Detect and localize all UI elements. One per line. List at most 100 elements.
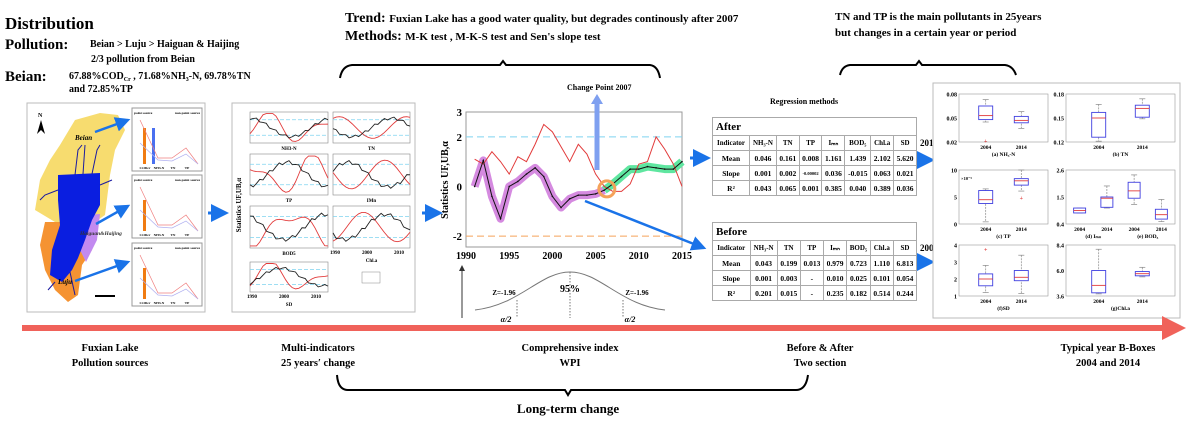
y-tick-label: 0.18: [1054, 93, 1065, 99]
z-right: Z=-1.96: [625, 289, 649, 297]
iqr-box: [978, 273, 994, 287]
box: [1091, 248, 1107, 295]
column-header: BOD₅: [844, 135, 872, 151]
table-cell: 0.182: [846, 285, 871, 301]
boxplot-caption: (e) BOD₅: [1137, 233, 1158, 240]
source-line: [139, 254, 199, 300]
uf-point: [603, 189, 606, 191]
boxplot-chart: 1 2 3 4 +2004 2014 (f)SD: [954, 244, 1049, 312]
uf-point: [517, 180, 519, 183]
column-header: TP: [798, 135, 823, 151]
table-row: Mean 0.043 0.199 0.013 0.979 0.723 1.110 6.813: [712, 255, 918, 271]
column-header: NH₃-N: [749, 135, 777, 151]
ub-line: [250, 216, 329, 247]
bar-x-label: CODcr: [140, 301, 151, 305]
step-line1: Fuxian Lake: [82, 343, 139, 354]
table-cell: Slope: [711, 165, 751, 181]
bar-x-label: CODcr: [140, 166, 151, 170]
y-tick-label: 0.4: [1057, 223, 1065, 229]
y-tick-label: 3.6: [1057, 295, 1065, 301]
table-cell: Slope: [712, 270, 751, 286]
haiguan-map-label: Haiguan&Haijing: [79, 231, 122, 237]
boxplot-caption: (d) Iₘₙ: [1085, 233, 1102, 240]
pollutant-line1: TN and TP is the main pollutants in 25ye…: [835, 11, 1042, 23]
timeline-step: Multi-indicators 25 years′ change: [281, 343, 355, 369]
box-year-label: 2004: [980, 145, 991, 151]
y-tick-label: 4: [954, 244, 957, 250]
table-cell: 0.013: [799, 255, 824, 271]
iqr-box: [1013, 178, 1029, 186]
box-year-label: 2014: [1016, 299, 1027, 305]
bar: [143, 200, 146, 231]
box-year-label: 2014: [1156, 227, 1167, 233]
table-cell: 0.002: [775, 165, 800, 181]
outlier: +: [1020, 196, 1024, 202]
uf-point: [508, 185, 511, 188]
box-year-label: 2014: [1016, 145, 1027, 151]
bar-x-label: TP: [185, 233, 190, 237]
luju-map-label: Luju: [57, 278, 72, 286]
source-bar-chart: point source non-point source CODcr NH3-N TN…: [131, 174, 203, 239]
box-year-label: 2004: [1129, 227, 1140, 233]
table-cell: 0.065: [775, 180, 800, 196]
uf-line: [332, 160, 411, 189]
bar-x-label: TP: [185, 166, 190, 170]
nonpoint-source-label: non-point source: [175, 246, 201, 250]
change-point-label: Change Point 2007: [567, 83, 631, 92]
north-label: N: [38, 113, 43, 119]
table-cell: 6.813: [892, 255, 918, 271]
indicator-chart: BOD5: [249, 205, 329, 257]
table-cell: -: [799, 285, 824, 301]
uf-point: [586, 194, 588, 196]
table-row: R² 0.043 0.065 0.001 0.385 0.040 0.389 0.036: [711, 180, 917, 196]
iqr-box: [978, 105, 994, 121]
table-cell: 0.514: [869, 285, 894, 301]
iqr-box: [1154, 208, 1168, 220]
iqr-box: [1134, 104, 1150, 118]
table-cell: 0.001: [749, 165, 777, 181]
table-cell: 0.235: [822, 285, 848, 301]
boxplot-chart: 3.6 6.0 8.4 2004 2014 (g)Chl.a: [1057, 244, 1176, 312]
table-cell: -: [799, 270, 824, 286]
indicator-chart: IMn: [332, 153, 411, 204]
indicator-chart: NH3-N: [249, 111, 329, 152]
boxplot-caption: (a) NH₃-N: [992, 151, 1016, 158]
table-cell: 0.015: [776, 285, 801, 301]
table-cell: 0.040: [844, 180, 872, 196]
bottom-brace: [336, 374, 809, 397]
indicator-name: TP: [286, 199, 292, 204]
uf-point: [620, 175, 623, 178]
table-cell: 0.385: [821, 180, 846, 196]
indicator-name: BOD5: [282, 252, 296, 257]
distribution-heading: Distribution: [5, 14, 94, 33]
column-header: Indicator: [712, 240, 751, 256]
y-multiplier: ×10⁻³: [961, 176, 972, 181]
column-header: TP: [799, 240, 824, 256]
iqr-box: [978, 190, 994, 204]
ub-line: [249, 263, 329, 290]
trend-label: Trend:: [345, 11, 386, 26]
uf-point: [655, 167, 657, 169]
uf-point: [638, 168, 640, 170]
z-left: Z=-1.96: [492, 289, 516, 297]
wpi-ylabel: Statistics UF,UB,α: [440, 141, 451, 219]
bar-x-label: NH3-N: [154, 301, 165, 305]
after-regression-table: After Indicator NH₃-N TN TP Iₘₙ BOD₅ Chl.a SD Mea…: [711, 117, 917, 196]
box: [1013, 254, 1029, 294]
iqr-box: [1091, 270, 1107, 294]
north-arrow-icon: [37, 120, 45, 134]
trend-summary: Trend: Fuxian Lake has a good water qual…: [339, 11, 739, 79]
bar-x-label: TN: [171, 301, 176, 305]
uf-point: [551, 195, 554, 198]
table-cell: R²: [711, 180, 751, 196]
x-tick-label: 2010: [629, 251, 649, 262]
table-row: Slope 0.001 0.003-0.010 0.025 0.101 0.054: [712, 270, 918, 286]
ub-series-line: [474, 123, 683, 192]
y-tick-label: 0.08: [947, 93, 958, 99]
step-line2: WPI: [560, 358, 581, 369]
indicator-chart: Chl.a: [332, 205, 411, 264]
indicator-chart: SD: [249, 261, 329, 308]
indicator-chart: TP: [249, 153, 329, 204]
